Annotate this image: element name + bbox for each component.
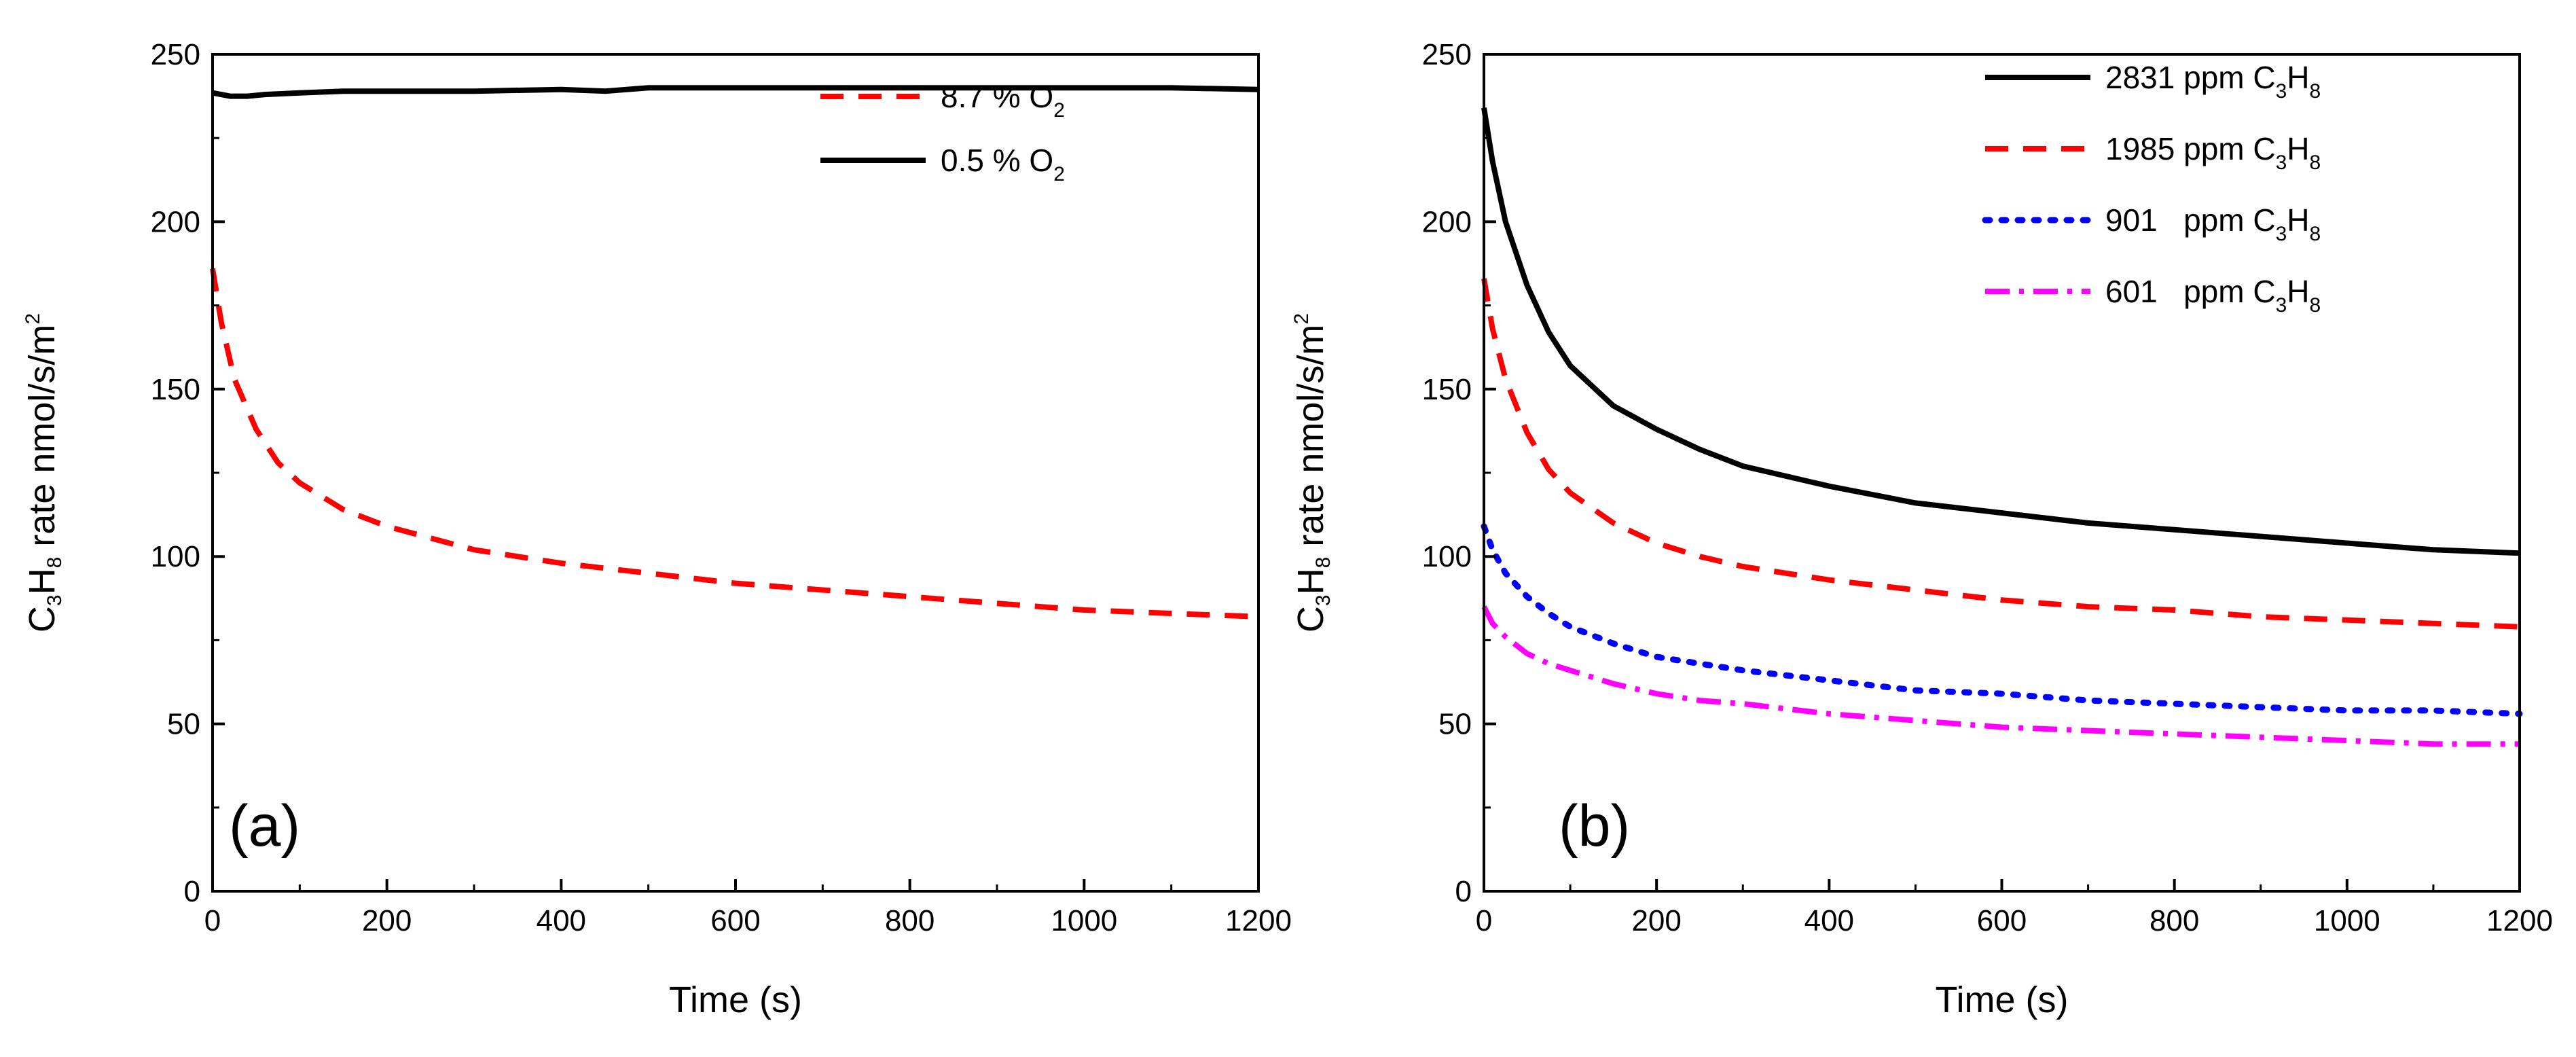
panel-b: 0 200 400 600 800 1000 1200 0 50 100 150 200 250 Time… xyxy=(1290,38,2553,1020)
series-line-b-1 xyxy=(1481,278,2520,630)
legend-text-sub: 3 xyxy=(2276,80,2287,103)
y-title-sup: 2 xyxy=(1290,313,1313,325)
x-tick-label-a-0: 0 xyxy=(204,904,221,937)
x-tick-label-b-6: 1200 xyxy=(2486,904,2553,937)
legend-text-sub: 3 xyxy=(2276,294,2287,317)
legend-text-part: 601 ppm C xyxy=(2105,274,2276,309)
panel-a: 0 200 400 600 800 1000 1200 0 50 100 150 200 250 Time… xyxy=(22,38,1292,1020)
legend-text-part: H xyxy=(2287,202,2309,238)
legend-text-part: H xyxy=(2287,274,2309,309)
legend-text-part: H xyxy=(2287,60,2309,95)
legend-text-part: H xyxy=(2287,131,2309,166)
legend-text-sub: 3 xyxy=(2276,223,2287,245)
y-title-part: H xyxy=(22,568,62,594)
y-tick-label-b-2: 100 xyxy=(1422,540,1472,573)
legend-text-sub: 8 xyxy=(2310,294,2321,317)
plot-frame-a xyxy=(211,53,1260,893)
y-title-sub: 8 xyxy=(1312,557,1335,569)
x-tick-label-b-0: 0 xyxy=(1476,904,1492,937)
legend-text-part: 901 ppm C xyxy=(2105,202,2276,238)
y-tick-label-b-3: 150 xyxy=(1422,373,1472,406)
y-tick-label-b-4: 200 xyxy=(1422,205,1472,238)
series-line-a-1 xyxy=(212,85,1259,99)
legend-text-sub: 2 xyxy=(1053,163,1065,185)
legend-text-part: 8.7 % O xyxy=(941,79,1053,114)
y-axis-title-a: C3H8 rate nmol/s/m2 xyxy=(22,313,66,632)
y-tick-label-b-1: 50 xyxy=(1438,708,1472,741)
x-tick-label-a-4: 800 xyxy=(885,904,935,937)
x-tick-label-a-2: 400 xyxy=(537,904,586,937)
series-line-b-0 xyxy=(1481,107,2520,556)
series-line-a-0 xyxy=(210,268,1259,620)
x-tick-label-b-1: 200 xyxy=(1631,904,1681,937)
x-tick-label-a-3: 600 xyxy=(710,904,760,937)
y-title-sub: 3 xyxy=(43,594,66,606)
x-tick-label-b-5: 1000 xyxy=(2314,904,2380,937)
y-tick-label-a-3: 150 xyxy=(151,373,200,406)
plot-frame-b xyxy=(1483,53,2521,893)
y-tick-label-b-0: 0 xyxy=(1455,875,1472,908)
y-title-part: rate nmol/s/m xyxy=(22,325,62,557)
x-axis-title-a: Time (s) xyxy=(669,980,802,1020)
legend-label-a-1: 0.5 % O2 xyxy=(941,143,1065,185)
x-axis-title-b: Time (s) xyxy=(1936,980,2069,1020)
y-title-sub: 8 xyxy=(43,557,66,569)
legend-text-part: 1985 ppm C xyxy=(2105,131,2276,166)
series-line-b-2 xyxy=(1481,523,2523,717)
x-tick-label-a-1: 200 xyxy=(362,904,412,937)
legend-text-sub: 8 xyxy=(2310,151,2321,174)
legend-text-sub: 8 xyxy=(2310,223,2321,245)
series-line-b-3 xyxy=(1481,605,2520,747)
y-tick-label-a-2: 100 xyxy=(151,540,200,573)
legend-text-sub: 3 xyxy=(2276,151,2287,174)
legend-text-sub: 2 xyxy=(1053,99,1065,122)
x-tick-label-b-3: 600 xyxy=(1977,904,2027,937)
legend-label-b-3: 601 ppm C3H8 xyxy=(2105,274,2321,317)
y-tick-label-b-5: 250 xyxy=(1422,38,1472,71)
legend-a: 8.7 % O20.5 % O2 xyxy=(820,79,1065,185)
legend-label-a-0: 8.7 % O2 xyxy=(941,79,1065,122)
x-tick-label-b-4: 800 xyxy=(2149,904,2199,937)
y-title-part: rate nmol/s/m xyxy=(1290,325,1331,557)
legend-label-b-1: 1985 ppm C3H8 xyxy=(2105,131,2321,174)
y-tick-label-a-4: 200 xyxy=(151,205,200,238)
x-tick-label-a-5: 1000 xyxy=(1051,904,1117,937)
y-title-sub: 3 xyxy=(1312,594,1335,606)
y-title-part: C xyxy=(1290,606,1331,632)
legend-text-sub: 8 xyxy=(2310,80,2321,103)
x-tick-label-a-6: 1200 xyxy=(1225,904,1292,937)
y-tick-label-a-0: 0 xyxy=(184,875,200,908)
legend-text-part: 2831 ppm C xyxy=(2105,60,2276,95)
y-title-part: H xyxy=(1290,568,1331,594)
y-tick-label-a-1: 50 xyxy=(167,708,200,741)
legend-label-b-0: 2831 ppm C3H8 xyxy=(2105,60,2321,103)
y-title-part: C xyxy=(22,606,62,632)
panel-label-a: (a) xyxy=(229,793,300,859)
legend-text-part: 0.5 % O xyxy=(941,143,1053,178)
legend-label-b-2: 901 ppm C3H8 xyxy=(2105,202,2321,245)
y-title-sup: 2 xyxy=(22,313,44,325)
y-axis-title-b: C3H8 rate nmol/s/m2 xyxy=(1290,313,1335,632)
y-tick-label-a-5: 250 xyxy=(151,38,200,71)
x-tick-label-b-2: 400 xyxy=(1804,904,1854,937)
panel-label-b: (b) xyxy=(1559,793,1630,859)
